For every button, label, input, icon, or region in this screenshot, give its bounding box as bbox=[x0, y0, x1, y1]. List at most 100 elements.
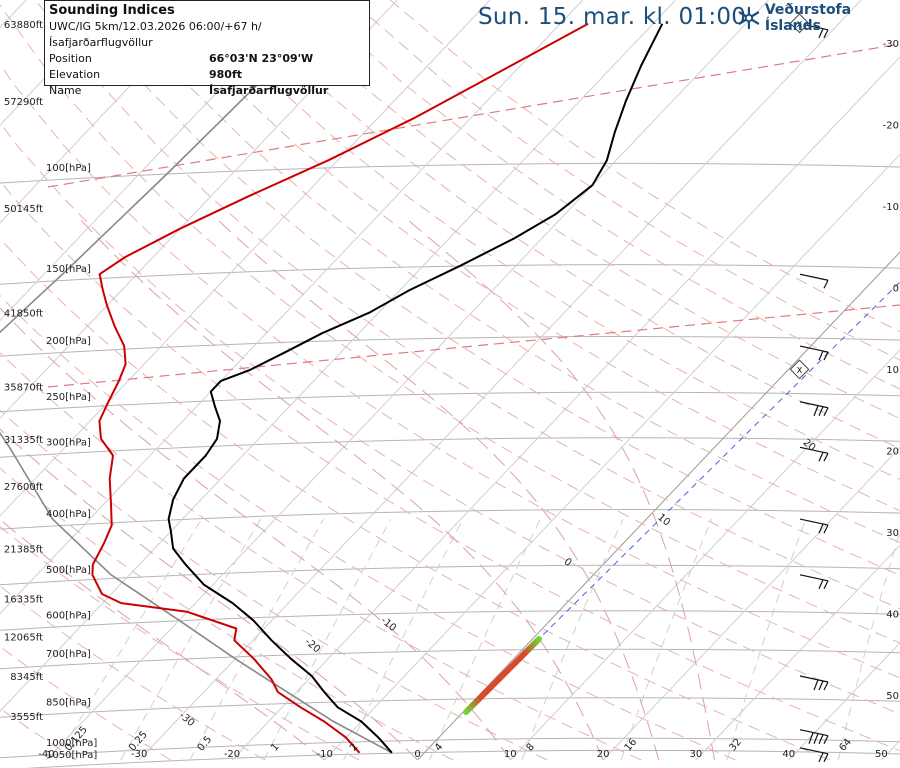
tropopause-marker-label: X bbox=[797, 20, 803, 29]
isotherm-line bbox=[231, 56, 900, 761]
isobar-line bbox=[0, 564, 900, 586]
dry-adiabat-line bbox=[0, 238, 830, 761]
mixing-ratio-line bbox=[429, 518, 541, 761]
mixing-ratio-line bbox=[343, 518, 464, 761]
isobar-line bbox=[0, 162, 900, 184]
right-scale-label: 10 bbox=[886, 365, 899, 376]
pressure-tick-label: 1000[hPa] bbox=[46, 738, 97, 749]
info-subtitle: UWC/IG 5km/12.03.2026 06:00/+67 h/Ísafja… bbox=[49, 20, 262, 49]
altitude-tick-label: 57290ft bbox=[4, 97, 43, 108]
reference-dashed-line bbox=[47, 304, 900, 388]
dry-adiabat-line bbox=[389, 0, 900, 333]
isobar-line bbox=[0, 509, 900, 530]
isobar-line bbox=[0, 391, 900, 413]
wind-barb bbox=[799, 273, 829, 289]
pressure-tick-label: 250[hPa] bbox=[46, 392, 91, 403]
dry-adiabat-line bbox=[0, 526, 360, 761]
temperature-tick-label: 30 bbox=[690, 749, 703, 760]
mixing-ratio-label: 4 bbox=[433, 742, 446, 754]
info-row-elevation: Elevation 980ft bbox=[49, 67, 365, 83]
wind-barbs: XX bbox=[789, 13, 829, 763]
info-row-name: Name Ísafjarðarflugvöllur bbox=[49, 83, 365, 99]
isotherm-value-label: -30 bbox=[177, 710, 197, 729]
right-scale-label: 0 bbox=[893, 284, 899, 295]
dewpoint-profile-line bbox=[91, 22, 589, 754]
temperature-tick-label: -30 bbox=[131, 749, 147, 760]
altitude-tick-label: 63880ft bbox=[4, 20, 43, 31]
temperature-tick-label: 10 bbox=[504, 749, 517, 760]
cape-layer-highlight bbox=[463, 636, 542, 715]
dry-adiabat-line bbox=[0, 646, 172, 761]
brand-name: Veðurstofa Íslands bbox=[764, 2, 852, 34]
moist-adiabat-line bbox=[79, 218, 604, 761]
chart-time-title: Sun. 15. mar. kl. 01:00 bbox=[478, 4, 747, 30]
dry-adiabat-line bbox=[0, 585, 266, 761]
altitude-tick-label: 35870ft bbox=[4, 382, 43, 393]
altitude-tick-label: 41850ft bbox=[4, 309, 43, 320]
mixing-ratio-line bbox=[263, 518, 392, 761]
temperature-tick-label: 50 bbox=[875, 749, 888, 760]
pressure-tick-label: 600[hPa] bbox=[46, 610, 91, 621]
info-key: Position bbox=[49, 52, 92, 65]
dry-adiabat-line bbox=[35, 0, 900, 610]
mixing-ratio-label: 64 bbox=[837, 737, 854, 754]
isotherm-line bbox=[0, 0, 305, 322]
altitude-tick-label: 3555ft bbox=[10, 712, 43, 723]
tropopause-marker: X bbox=[789, 13, 810, 34]
mixing-ratio-line bbox=[521, 518, 624, 761]
isotherm-line bbox=[138, 0, 862, 761]
isobar-line bbox=[0, 336, 900, 357]
altitude-tick-label: 8345ft bbox=[10, 672, 43, 683]
right-scale-label: -30 bbox=[883, 39, 899, 50]
pressure-tick-label: 150[hPa] bbox=[46, 264, 91, 275]
dry-adiabat-line bbox=[113, 0, 900, 544]
right-scale-label: 40 bbox=[886, 610, 899, 621]
wind-barb bbox=[799, 675, 829, 691]
wind-barb bbox=[799, 518, 829, 534]
isotherm-line bbox=[0, 0, 584, 615]
altitude-tick-label: 27600ft bbox=[4, 482, 43, 493]
right-scale-label: -20 bbox=[883, 121, 899, 132]
mixing-ratio-grid bbox=[55, 518, 900, 761]
mixing-ratio-line bbox=[726, 518, 807, 761]
snowflake-logo-icon bbox=[738, 6, 760, 30]
isotherm-value-label: 0 bbox=[562, 556, 574, 569]
isotherm-line bbox=[0, 0, 27, 29]
info-value: 980ft bbox=[209, 68, 243, 81]
info-key: Elevation bbox=[49, 68, 101, 81]
temperature-tick-label: -10 bbox=[317, 749, 333, 760]
isobar-line bbox=[0, 437, 900, 458]
temperature-tick-label: 40 bbox=[782, 749, 795, 760]
mixing-ratio-label: 8 bbox=[524, 742, 537, 754]
wind-barb bbox=[799, 446, 829, 462]
pressure-tick-label: 500[hPa] bbox=[46, 565, 91, 576]
mixing-ratio-line bbox=[837, 530, 900, 761]
dry-adiabat-line bbox=[0, 707, 78, 761]
brand-logo: Veðurstofa Íslands bbox=[737, 2, 900, 34]
info-row-position: Position 66°03'N 23°09'W bbox=[49, 51, 365, 67]
right-scale-label: 30 bbox=[886, 528, 899, 539]
dry-adiabat-line bbox=[0, 294, 736, 761]
wind-barb bbox=[799, 747, 829, 763]
pressure-tick-label: 700[hPa] bbox=[46, 649, 91, 660]
mixing-ratio-label: 16 bbox=[623, 737, 640, 754]
isobar-line bbox=[0, 737, 900, 759]
pressure-tick-label: 100[hPa] bbox=[46, 163, 91, 174]
sounding-info-box: Sounding Indices UWC/IG 5km/12.03.2026 0… bbox=[44, 0, 370, 97]
pressure-tick-label: 850[hPa] bbox=[46, 697, 91, 708]
tropopause-marker: X bbox=[789, 359, 810, 380]
dry-adiabat-line bbox=[0, 467, 454, 761]
mixing-ratio-line bbox=[189, 518, 325, 761]
altitude-tick-label: 16335ft bbox=[4, 595, 43, 606]
pressure-tick-label: 200[hPa] bbox=[46, 336, 91, 347]
moist-adiabat-grid bbox=[0, 218, 715, 761]
isobar-line bbox=[0, 648, 900, 670]
isobar-line bbox=[0, 697, 900, 718]
mixing-ratio-line bbox=[120, 518, 262, 761]
moist-adiabat-line bbox=[0, 518, 326, 761]
